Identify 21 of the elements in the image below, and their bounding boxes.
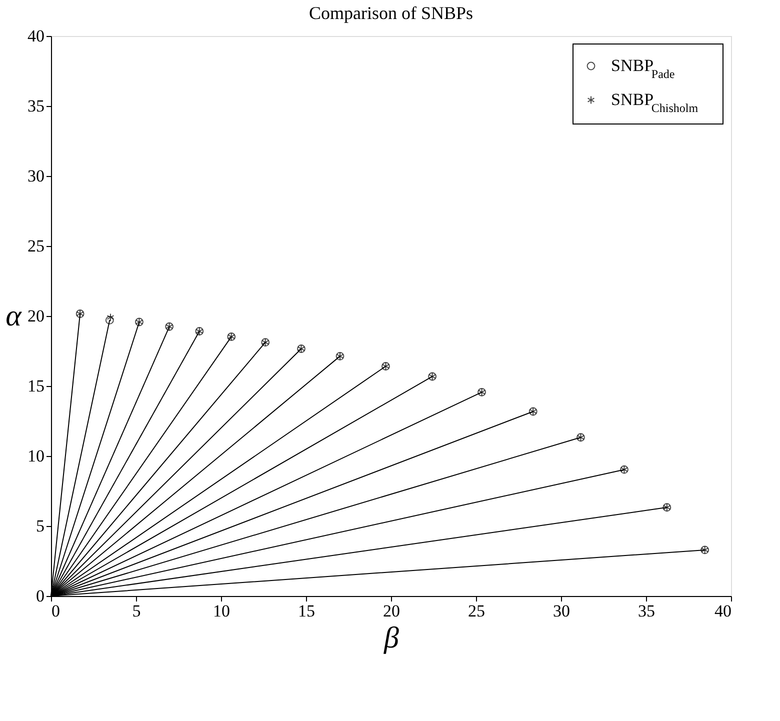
x-tick-label: 25 (468, 602, 485, 620)
y-tick-label: 25 (28, 236, 44, 256)
x-axis-title: β (383, 622, 400, 654)
y-tick-label: 35 (28, 96, 44, 116)
y-tick-label: 15 (28, 376, 44, 396)
x-tick-label: 15 (298, 602, 315, 620)
x-tick-label: 40 (714, 602, 732, 620)
chart-title: Comparison of SNBPs (308, 3, 474, 23)
x-tick-label: 5 (132, 602, 141, 620)
y-tick-label: 10 (28, 446, 44, 466)
x-tick-label: 0 (52, 602, 60, 620)
x-tick-label: 20 (383, 602, 400, 620)
y-tick-label: 0 (36, 586, 44, 606)
y-tick-label: 20 (28, 306, 44, 326)
y-tick-label: 5 (36, 516, 44, 536)
y-tick-label: 30 (28, 166, 44, 186)
x-tick-label: 10 (213, 602, 230, 620)
x-tick-label: 35 (638, 602, 655, 620)
x-tick-label: 30 (553, 602, 570, 620)
y-tick-label: 40 (28, 26, 44, 46)
y-axis-title: α (6, 300, 23, 332)
